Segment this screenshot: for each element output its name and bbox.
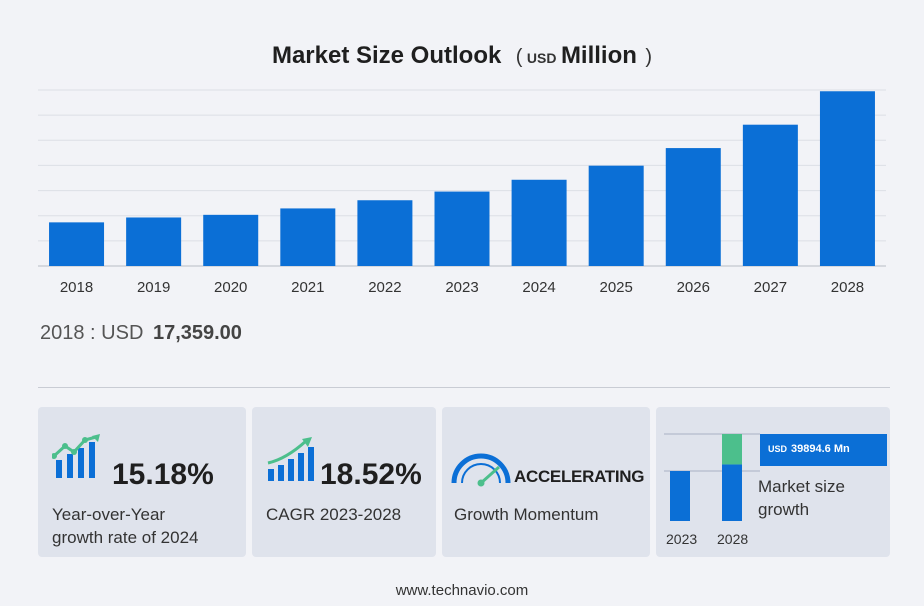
market-size-badge: USD 39894.6 Mn <box>760 434 887 466</box>
x-tick-2028: 2028 <box>831 279 864 296</box>
market-size-growth-card: USD 39894.6 Mn Market size growth 2023 20… <box>656 407 890 557</box>
bar-2024 <box>511 179 567 266</box>
x-tick-2024: 2024 <box>522 279 555 296</box>
bar-2018 <box>49 222 105 266</box>
chart-x-ticks: 2018 2019 2020 2021 2022 2023 2024 2025 2026 2027… <box>60 279 864 296</box>
x-tick-2020: 2020 <box>214 279 247 296</box>
x-tick-2023: 2023 <box>445 279 478 296</box>
cagr-card: 18.52% CAGR 2023-2028 <box>252 407 436 557</box>
footer-url[interactable]: www.technavio.com <box>395 582 529 599</box>
title-open-paren: ( <box>515 46 523 68</box>
cagr-value: 18.52% <box>320 458 422 491</box>
badge-value: 39894.6 Mn <box>791 443 850 455</box>
x-tick-2019: 2019 <box>137 279 170 296</box>
yoy-label-line1: Year-over-Year <box>52 505 166 524</box>
bar-2022 <box>357 200 413 266</box>
x-tick-2026: 2026 <box>677 279 710 296</box>
mini-bar-end <box>722 464 742 521</box>
title-unit: USD <box>526 50 557 66</box>
size-label-line1: Market size <box>758 477 845 496</box>
bar-2026 <box>665 148 721 266</box>
bar-2028 <box>819 91 875 266</box>
bar-chart: 2018 2019 2020 2021 2022 2023 2024 2025 2026 2027… <box>38 89 886 296</box>
x-tick-2027: 2027 <box>754 279 787 296</box>
chart-title: Market Size Outlook ( USD Million ) <box>0 42 924 70</box>
yoy-value: 15.18% <box>112 458 214 491</box>
bar-2019 <box>126 217 182 266</box>
x-tick-2018: 2018 <box>60 279 93 296</box>
yoy-growth-card: 15.18% Year-over-Year growth rate of 202… <box>38 407 246 557</box>
bar-2027 <box>742 124 798 266</box>
mini-year-end: 2028 <box>717 531 749 547</box>
section-divider <box>38 387 890 388</box>
speedometer-icon <box>451 453 511 487</box>
growth-bars-icon <box>52 434 100 478</box>
base-year-value: 17,359.00 <box>152 322 242 344</box>
momentum-value: ACCELERATING <box>514 467 645 486</box>
bar-2020 <box>203 214 259 266</box>
base-year-readout: 2018 : USD 17,359.00 <box>40 322 242 345</box>
x-tick-2022: 2022 <box>368 279 401 296</box>
bar-2021 <box>280 208 336 266</box>
growth-momentum-card: ACCELERATING Growth Momentum <box>442 407 650 557</box>
bar-2023 <box>434 191 490 266</box>
badge-unit: USD <box>768 444 788 454</box>
size-label-line2: growth <box>758 500 810 519</box>
chart-bars <box>49 91 875 266</box>
yoy-label-line2: growth rate of 2024 <box>52 528 199 547</box>
mini-bar-start <box>670 471 690 521</box>
x-tick-2021: 2021 <box>291 279 324 296</box>
cagr-label: CAGR 2023-2028 <box>266 505 402 524</box>
mini-year-start: 2023 <box>666 531 698 547</box>
chart-title-main: Market Size Outlook <box>271 42 502 69</box>
title-close-paren: ) <box>645 46 653 68</box>
bar-2025 <box>588 165 644 266</box>
momentum-label: Growth Momentum <box>454 505 599 524</box>
x-tick-2025: 2025 <box>599 279 632 296</box>
mini-bar-growth-segment <box>722 434 742 465</box>
trend-up-icon <box>267 437 314 481</box>
title-scale: Million <box>560 42 637 69</box>
mini-growth-chart <box>664 433 760 521</box>
base-year-label: 2018 : USD <box>40 322 144 344</box>
